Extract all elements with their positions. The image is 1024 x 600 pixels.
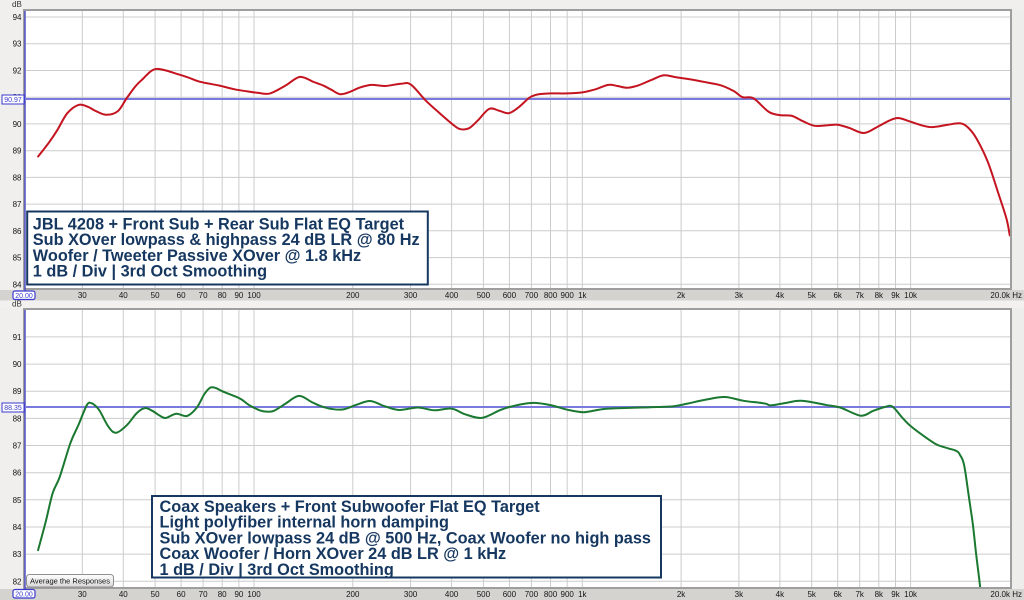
svg-text:90: 90 — [13, 360, 22, 369]
svg-text:94: 94 — [13, 13, 22, 22]
svg-text:80: 80 — [218, 291, 227, 300]
svg-text:6k: 6k — [833, 291, 842, 300]
svg-text:700: 700 — [525, 291, 539, 300]
svg-text:88.35: 88.35 — [4, 405, 22, 412]
svg-text:2k: 2k — [677, 590, 686, 599]
svg-text:86: 86 — [13, 227, 22, 236]
svg-text:89: 89 — [13, 387, 22, 396]
svg-text:6k: 6k — [833, 590, 842, 599]
svg-text:7k: 7k — [855, 291, 864, 300]
svg-text:600: 600 — [503, 590, 517, 599]
svg-text:20.0k Hz: 20.0k Hz — [990, 291, 1022, 300]
svg-text:50: 50 — [151, 590, 160, 599]
svg-text:4k: 4k — [776, 590, 785, 599]
svg-text:10k: 10k — [904, 291, 918, 300]
svg-text:84: 84 — [13, 280, 22, 289]
svg-text:Average the Responses: Average the Responses — [30, 577, 110, 586]
svg-text:500: 500 — [477, 590, 491, 599]
svg-text:84: 84 — [13, 523, 22, 532]
svg-text:200: 200 — [346, 590, 360, 599]
svg-text:300: 300 — [404, 590, 418, 599]
svg-text:Light polyfiber internal horn: Light polyfiber internal horn damping — [160, 514, 449, 532]
svg-text:30: 30 — [78, 590, 87, 599]
svg-text:1 dB / Div | 3rd Oct Smoothing: 1 dB / Div | 3rd Oct Smoothing — [33, 263, 267, 281]
svg-text:90.97: 90.97 — [4, 97, 22, 104]
svg-text:60: 60 — [177, 590, 186, 599]
svg-text:1 dB / Div | 3rd Oct Smoothing: 1 dB / Div | 3rd Oct Smoothing — [160, 561, 394, 579]
svg-text:8k: 8k — [875, 291, 884, 300]
svg-text:400: 400 — [445, 590, 459, 599]
svg-text:93: 93 — [13, 40, 22, 49]
svg-text:1k: 1k — [578, 590, 587, 599]
svg-text:200: 200 — [346, 291, 360, 300]
svg-text:87: 87 — [13, 200, 22, 209]
svg-text:4k: 4k — [776, 291, 785, 300]
svg-text:3k: 3k — [735, 590, 744, 599]
svg-text:800: 800 — [544, 590, 558, 599]
svg-text:91: 91 — [13, 333, 22, 342]
svg-text:100: 100 — [247, 291, 261, 300]
svg-text:40: 40 — [119, 291, 128, 300]
svg-text:60: 60 — [177, 291, 186, 300]
svg-text:Coax Woofer / Horn XOver 24 dB: Coax Woofer / Horn XOver 24 dB LR @ 1 kH… — [160, 545, 507, 563]
svg-text:30: 30 — [78, 291, 87, 300]
svg-text:20.00: 20.00 — [15, 591, 33, 598]
svg-text:83: 83 — [13, 550, 22, 559]
svg-text:3k: 3k — [735, 291, 744, 300]
svg-text:Coax Speakers + Front Subwoofe: Coax Speakers + Front Subwoofer Flat EQ … — [160, 498, 541, 516]
svg-text:500: 500 — [477, 291, 491, 300]
svg-text:85: 85 — [13, 254, 22, 263]
svg-text:dB: dB — [12, 0, 22, 9]
svg-text:90: 90 — [234, 590, 243, 599]
svg-text:40: 40 — [119, 590, 128, 599]
svg-text:300: 300 — [404, 291, 418, 300]
svg-text:20.0k Hz: 20.0k Hz — [990, 590, 1022, 599]
svg-text:Sub XOver lowpass & highpass 2: Sub XOver lowpass & highpass 24 dB LR @ … — [33, 231, 420, 249]
svg-text:50: 50 — [151, 291, 160, 300]
svg-text:7k: 7k — [855, 590, 864, 599]
svg-text:Woofer / Tweeter Passive XOver: Woofer / Tweeter Passive XOver @ 1.8 kHz — [33, 247, 361, 265]
svg-text:20.00: 20.00 — [15, 293, 33, 300]
svg-text:86: 86 — [13, 469, 22, 478]
svg-text:100: 100 — [247, 590, 261, 599]
svg-text:800: 800 — [544, 291, 558, 300]
svg-text:9k: 9k — [891, 590, 900, 599]
svg-text:900: 900 — [561, 291, 575, 300]
svg-text:9k: 9k — [891, 291, 900, 300]
svg-text:Sub XOver lowpass 24 dB @ 500: Sub XOver lowpass 24 dB @ 500 Hz, Coax W… — [160, 529, 651, 547]
svg-text:70: 70 — [199, 291, 208, 300]
svg-text:700: 700 — [525, 590, 539, 599]
svg-text:88: 88 — [13, 414, 22, 423]
svg-text:900: 900 — [561, 590, 575, 599]
svg-text:JBL 4208 + Front Sub + Rear Su: JBL 4208 + Front Sub + Rear Sub Flat EQ … — [33, 216, 405, 234]
svg-text:8k: 8k — [875, 590, 884, 599]
svg-text:85: 85 — [13, 496, 22, 505]
svg-text:92: 92 — [13, 67, 22, 76]
svg-text:5k: 5k — [807, 590, 816, 599]
svg-text:5k: 5k — [807, 291, 816, 300]
svg-text:90: 90 — [13, 120, 22, 129]
svg-text:1k: 1k — [578, 291, 587, 300]
svg-text:89: 89 — [13, 147, 22, 156]
svg-text:87: 87 — [13, 442, 22, 451]
svg-text:82: 82 — [13, 577, 22, 586]
svg-text:dB: dB — [12, 300, 22, 309]
svg-text:70: 70 — [199, 590, 208, 599]
svg-text:600: 600 — [503, 291, 517, 300]
svg-text:10k: 10k — [904, 590, 918, 599]
svg-text:90: 90 — [234, 291, 243, 300]
svg-text:2k: 2k — [677, 291, 686, 300]
svg-text:400: 400 — [445, 291, 459, 300]
svg-text:88: 88 — [13, 173, 22, 182]
svg-text:80: 80 — [218, 590, 227, 599]
